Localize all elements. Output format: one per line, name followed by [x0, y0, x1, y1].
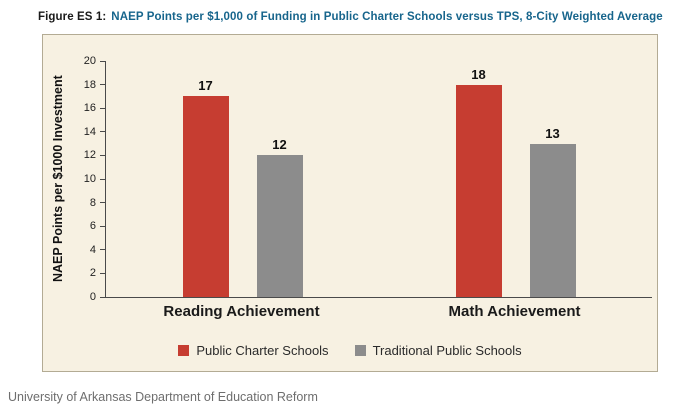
- y-tick-mark: [100, 272, 105, 274]
- y-tick-6: 6: [90, 220, 105, 232]
- bar-traditional-public-schools-math-achievement: 13: [529, 125, 576, 297]
- legend-swatch-icon: [178, 345, 190, 356]
- legend-item-public-charter-schools: Public Charter Schools: [178, 343, 329, 358]
- y-tick-label: 12: [83, 149, 96, 162]
- bar-public-charter-schools-reading-achievement: 17: [182, 78, 229, 297]
- legend-label: Traditional Public Schools: [372, 343, 522, 358]
- y-tick-label: 16: [83, 102, 96, 115]
- y-tick-label: 6: [89, 220, 96, 233]
- y-tick-mark: [100, 202, 105, 204]
- y-axis: 0 2 4 6 8 10 12 14 16 18 20: [43, 55, 105, 303]
- y-tick-mark: [100, 60, 105, 62]
- y-tick-20: 20: [84, 55, 105, 67]
- y-tick-mark: [100, 225, 105, 227]
- y-tick-mark: [100, 84, 105, 86]
- chart-legend: Public Charter Schools Traditional Public…: [43, 343, 657, 358]
- y-tick-2: 2: [90, 267, 105, 279]
- x-category-label-reading-achievement: Reading Achievement: [163, 303, 320, 320]
- bar-group-reading-achievement: 17 12: [133, 78, 353, 297]
- y-tick-label: 20: [83, 55, 96, 67]
- source-caption: University of Arkansas Department of Edu…: [8, 390, 318, 404]
- y-tick-0: 0: [90, 291, 105, 303]
- y-tick-label: 0: [89, 291, 96, 303]
- bar: [256, 155, 303, 297]
- y-tick-label: 14: [83, 125, 96, 138]
- bar-traditional-public-schools-reading-achievement: 12: [256, 137, 303, 297]
- bar-value-label: 12: [272, 137, 287, 153]
- x-category-label-math-achievement: Math Achievement: [448, 303, 581, 320]
- y-tick-label: 8: [89, 196, 96, 209]
- legend-swatch-icon: [354, 345, 366, 356]
- figure-title-text: NAEP Points per $1,000 of Funding in Pub…: [111, 11, 663, 23]
- y-tick-mark: [100, 178, 105, 180]
- bar-value-label: 18: [471, 66, 486, 82]
- y-tick-label: 2: [89, 267, 96, 280]
- figure-number-label: Figure ES 1:: [38, 11, 107, 23]
- bar-value-label: 13: [545, 125, 560, 141]
- y-tick-mark: [100, 154, 105, 156]
- bar: [182, 96, 229, 297]
- x-axis: Reading Achievement Math Achievement: [105, 303, 651, 320]
- y-tick-mark: [100, 249, 105, 251]
- figure-title: Figure ES 1: NAEP Points per $1,000 of Fu…: [38, 11, 663, 23]
- chart-panel: NAEP Points per $1000 Investment 0 2 4 6 8 10…: [42, 34, 658, 372]
- y-tick-label: 10: [83, 173, 96, 185]
- y-tick-10: 10: [84, 173, 105, 185]
- y-tick-12: 12: [84, 149, 105, 161]
- bar-group-math-achievement: 18 13: [406, 67, 626, 297]
- y-tick-label: 4: [89, 243, 96, 256]
- y-tick-mark: [100, 296, 105, 298]
- y-tick-mark: [100, 107, 105, 109]
- y-tick-label: 18: [83, 78, 96, 91]
- y-tick-14: 14: [84, 126, 105, 138]
- legend-item-traditional-public-schools: Traditional Public Schools: [354, 343, 522, 358]
- y-tick-18: 18: [84, 79, 105, 91]
- legend-label: Public Charter Schools: [196, 343, 329, 358]
- bar: [455, 84, 502, 297]
- y-tick-8: 8: [90, 197, 105, 209]
- y-tick-mark: [100, 131, 105, 133]
- y-tick-16: 16: [84, 102, 105, 114]
- bar-value-label: 17: [198, 78, 213, 94]
- bar: [529, 143, 576, 297]
- y-tick-4: 4: [90, 244, 105, 256]
- bar-public-charter-schools-math-achievement: 18: [455, 66, 502, 297]
- plot-area: 17 12 18 13: [105, 61, 652, 298]
